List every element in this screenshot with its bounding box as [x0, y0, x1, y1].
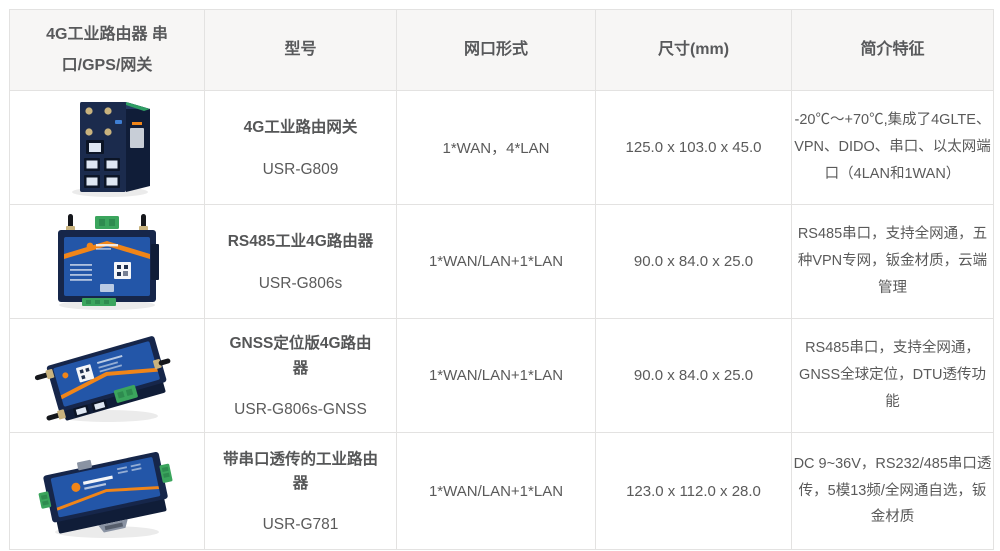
- ports-cell: 1*WAN/LAN+1*LAN: [396, 432, 596, 550]
- features-cell: -20℃～+70℃,集成了4GLTE、VPN、DIDO、串口、以太网端口（4LA…: [791, 90, 994, 205]
- size-cell: 90.0 x 84.0 x 25.0: [595, 318, 792, 433]
- model-cell: 带串口透传的工业路由器 USR-G781: [204, 432, 397, 550]
- table-header-row: 4G工业路由器 串口/GPS/网关 型号 网口形式 尺寸(mm) 简介特征: [9, 9, 994, 91]
- features-cell: RS485串口，支持全网通，五种VPN专网，钣金材质，云端管理: [791, 204, 994, 319]
- model-name: 带串口透传的工业路由器: [223, 450, 379, 492]
- table-row: 带串口透传的工业路由器 USR-G781 1*WAN/LAN+1*LAN 123…: [9, 432, 994, 550]
- column-header-size: 尺寸(mm): [595, 9, 792, 91]
- product-photo-usr-g809: [72, 101, 150, 197]
- column-header-products: 4G工业路由器 串口/GPS/网关: [9, 9, 205, 91]
- column-header-port-type: 网口形式: [396, 9, 596, 91]
- ports-cell: 1*WAN/LAN+1*LAN: [396, 204, 596, 319]
- column-header-model: 型号: [204, 9, 397, 91]
- product-photo-usr-g781: [38, 451, 173, 538]
- product-image-cell: [9, 432, 205, 550]
- model-code: USR-G806s-GNSS: [234, 400, 367, 418]
- product-image-cell: [9, 204, 205, 319]
- model-cell: RS485工业4G路由器 USR-G806s: [204, 204, 397, 319]
- features-cell: DC 9~36V，RS232/485串口透传，5模13频/全网通自选，钣金材质: [791, 432, 994, 550]
- model-name: GNSS定位版4G路由器: [229, 335, 372, 377]
- column-header-features: 简介特征: [791, 9, 994, 91]
- table-row: 4G工业路由网关 USR-G809 1*WAN，4*LAN 125.0 x 10…: [9, 90, 994, 205]
- product-image-cell: [9, 318, 205, 433]
- product-image-cell: [9, 90, 205, 205]
- model-code: USR-G809: [262, 160, 339, 178]
- size-cell: 90.0 x 84.0 x 25.0: [595, 204, 792, 319]
- model-name: RS485工业4G路由器: [227, 233, 374, 251]
- model-cell: GNSS定位版4G路由器 USR-G806s-GNSS: [204, 318, 397, 433]
- size-cell: 123.0 x 112.0 x 28.0: [595, 432, 792, 550]
- table-row: GNSS定位版4G路由器 USR-G806s-GNSS 1*WAN/LAN+1*…: [9, 318, 994, 433]
- product-comparison-table-wrap: 4G工业路由器 串口/GPS/网关 型号 网口形式 尺寸(mm) 简介特征: [9, 9, 994, 550]
- ports-cell: 1*WAN/LAN+1*LAN: [396, 318, 596, 433]
- features-cell: RS485串口，支持全网通，GNSS全球定位，DTU透传功能: [791, 318, 994, 433]
- model-cell: 4G工业路由网关 USR-G809: [204, 90, 397, 205]
- ports-cell: 1*WAN，4*LAN: [396, 90, 596, 205]
- model-name: 4G工业路由网关: [243, 119, 358, 137]
- model-code: USR-G806s: [258, 274, 343, 292]
- size-cell: 125.0 x 103.0 x 45.0: [595, 90, 792, 205]
- product-comparison-table: 4G工业路由器 串口/GPS/网关 型号 网口形式 尺寸(mm) 简介特征: [9, 9, 994, 550]
- product-photo-usr-g806s-gnss: [34, 335, 171, 422]
- table-row: RS485工业4G路由器 USR-G806s 1*WAN/LAN+1*LAN 9…: [9, 204, 994, 319]
- model-code: USR-G781: [262, 516, 339, 534]
- product-photo-usr-g806s: [58, 213, 159, 310]
